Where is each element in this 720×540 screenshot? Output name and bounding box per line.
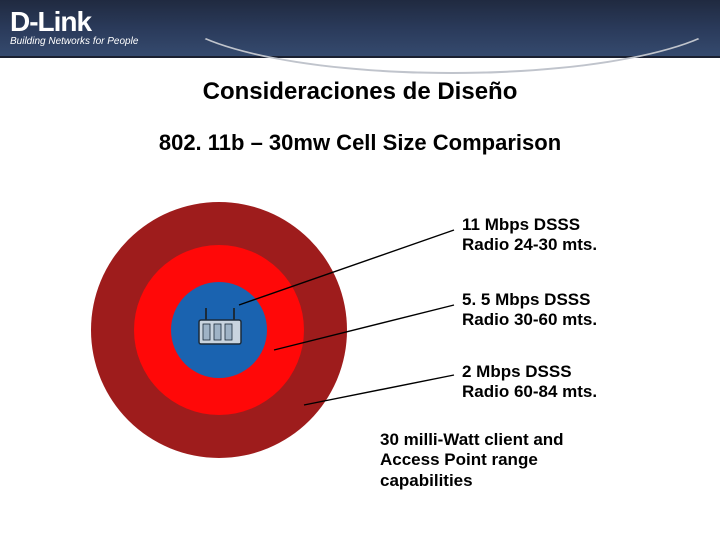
label-line: 2 Mbps DSSS <box>462 362 572 381</box>
header-bar: D-Link Building Networks for People <box>0 0 720 58</box>
page-title: Consideraciones de Diseño <box>0 78 720 106</box>
brand-logo: D-Link Building Networks for People <box>10 8 138 48</box>
label-2mbps: 2 Mbps DSSS Radio 60-84 mts. <box>462 362 597 403</box>
cell-size-diagram <box>74 200 364 460</box>
label-line: 5. 5 Mbps DSSS <box>462 290 590 309</box>
label-line: 30 milli-Watt client and <box>380 430 564 449</box>
brand-tagline: Building Networks for People <box>10 36 138 48</box>
label-line: 11 Mbps DSSS <box>462 215 580 234</box>
label-line: Access Point range <box>380 450 538 469</box>
label-line: Radio 30-60 mts. <box>462 310 597 329</box>
label-5-5mbps: 5. 5 Mbps DSSS Radio 30-60 mts. <box>462 290 597 331</box>
brand-name: D-Link <box>10 8 138 36</box>
label-line: Radio 60-84 mts. <box>462 382 597 401</box>
page-subtitle: 802. 11b – 30mw Cell Size Comparison <box>0 130 720 156</box>
label-footer: 30 milli-Watt client and Access Point ra… <box>380 430 564 491</box>
label-line: capabilities <box>380 471 473 490</box>
label-line: Radio 24-30 mts. <box>462 235 597 254</box>
label-11mbps: 11 Mbps DSSS Radio 24-30 mts. <box>462 215 597 256</box>
